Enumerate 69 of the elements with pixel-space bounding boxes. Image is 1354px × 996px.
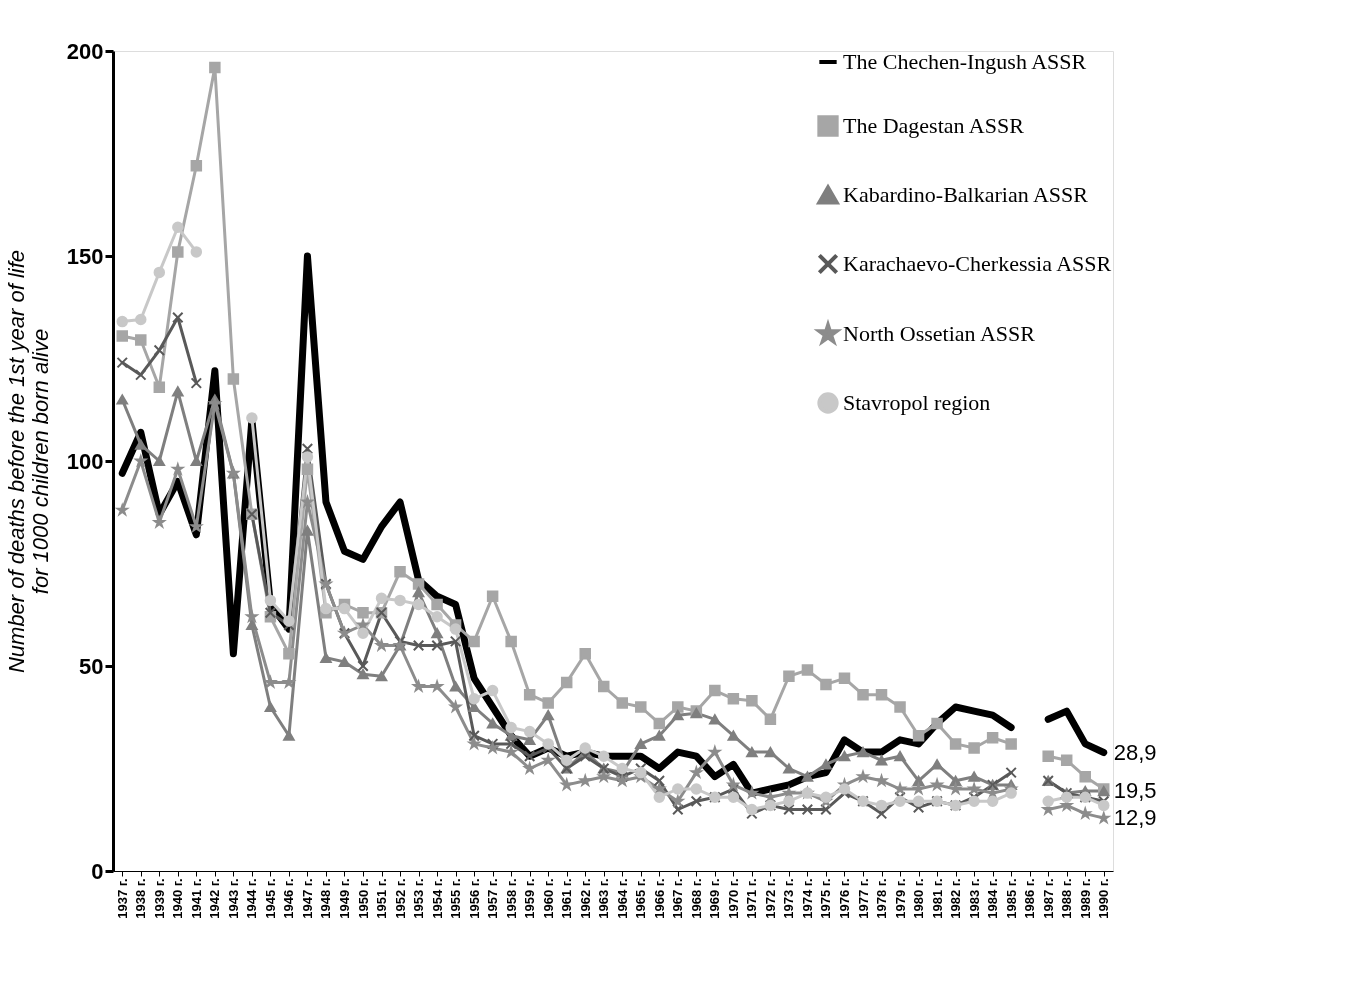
x-tick-label: 1978 г. xyxy=(874,878,890,919)
x-tick-label: 1941 г. xyxy=(188,878,204,919)
x-tick-label: 1958 г. xyxy=(503,878,519,919)
x-tick-label: 1949 г. xyxy=(336,878,352,919)
x-tick-label: 1980 г. xyxy=(911,878,927,919)
x-tick-label: 1986 г. xyxy=(1022,878,1038,919)
x-tick-label: 1979 г. xyxy=(892,878,908,919)
x-tick-label: 1976 г. xyxy=(836,878,852,919)
x-tick-label: 1972 г. xyxy=(762,878,778,919)
y-tick-label: 150 xyxy=(66,243,104,269)
legend-label: The Dagestan ASSR xyxy=(843,113,1025,138)
x-tick-label: 1973 г. xyxy=(781,878,797,919)
x-tick-label: 1967 г. xyxy=(670,878,686,919)
x-tick-label: 1948 г. xyxy=(318,878,334,919)
x-tick-label: 1987 г. xyxy=(1040,878,1056,919)
x-tick-label: 1937 г. xyxy=(114,878,130,919)
x-tick-label: 1953 г. xyxy=(411,878,427,919)
y-tick-label: 200 xyxy=(66,38,104,64)
x-tick-label: 1939 г. xyxy=(151,878,167,919)
x-tick-label: 1985 г. xyxy=(1003,878,1019,919)
x-tick-label: 1946 г. xyxy=(281,878,297,919)
legend-label: North Ossetian ASSR xyxy=(843,321,1036,346)
x-tick-label: 1963 г. xyxy=(596,878,612,919)
x-tick-label: 1956 г. xyxy=(466,878,482,919)
x-tick-label: 1971 г. xyxy=(744,878,760,919)
x-tick-label: 1969 г. xyxy=(707,878,723,919)
x-tick-label: 1954 г. xyxy=(429,878,445,919)
annotation: 19,5 xyxy=(1113,778,1157,804)
x-tick-label: 1962 г. xyxy=(577,878,593,919)
y-tick-label: 100 xyxy=(66,448,104,474)
x-tick-label: 1984 г. xyxy=(985,878,1001,919)
annotation: 28,9 xyxy=(1113,739,1157,765)
x-tick-label: 1989 г. xyxy=(1077,878,1093,919)
x-tick-label: 1940 г. xyxy=(170,878,186,919)
x-tick-label: 1965 г. xyxy=(633,878,649,919)
y-tick-label: 50 xyxy=(79,653,104,679)
x-tick-label: 1959 г. xyxy=(522,878,538,919)
x-tick-label: 1988 г. xyxy=(1059,878,1075,919)
annotation: 12,9 xyxy=(1113,805,1157,831)
x-tick-label: 1974 г. xyxy=(799,878,815,919)
x-tick-label: 1983 г. xyxy=(966,878,982,919)
x-tick-label: 1960 г. xyxy=(540,878,556,919)
x-tick-label: 1950 г. xyxy=(355,878,371,919)
x-tick-label: 1966 г. xyxy=(651,878,667,919)
x-tick-label: 1977 г. xyxy=(855,878,871,919)
x-tick-label: 1955 г. xyxy=(448,878,464,919)
x-tick-label: 1961 г. xyxy=(559,878,575,919)
x-tick-label: 1942 г. xyxy=(207,878,223,919)
x-tick-label: 1951 г. xyxy=(374,878,390,919)
legend-label: Kabardino-Balkarian ASSR xyxy=(843,182,1089,207)
x-tick-label: 1945 г. xyxy=(262,878,278,919)
legend-label: The Chechen-Ingush ASSR xyxy=(843,49,1087,74)
x-tick-label: 1975 г. xyxy=(818,878,834,919)
legend-label: Stavropol region xyxy=(843,390,991,415)
y-tick-label: 0 xyxy=(91,858,104,884)
x-tick-label: 1943 г. xyxy=(225,878,241,919)
x-tick-label: 1944 г. xyxy=(244,878,260,919)
x-tick-label: 1964 г. xyxy=(614,878,630,919)
x-tick-label: 1968 г. xyxy=(688,878,704,919)
x-tick-label: 1981 г. xyxy=(929,878,945,919)
legend-label: Karachaevo-Cherkessia ASSR xyxy=(843,251,1112,276)
x-tick-label: 1982 г. xyxy=(948,878,964,919)
x-tick-label: 1957 г. xyxy=(485,878,501,919)
y-axis-title: Number of deaths before the 1st year of life for 1000 children born alive xyxy=(3,249,53,674)
x-tick-label: 1970 г. xyxy=(725,878,741,919)
x-tick-label: 1990 г. xyxy=(1096,878,1112,919)
x-tick-label: 1947 г. xyxy=(299,878,315,919)
x-tick-label: 1938 г. xyxy=(133,878,149,919)
x-tick-label: 1952 г. xyxy=(392,878,408,919)
